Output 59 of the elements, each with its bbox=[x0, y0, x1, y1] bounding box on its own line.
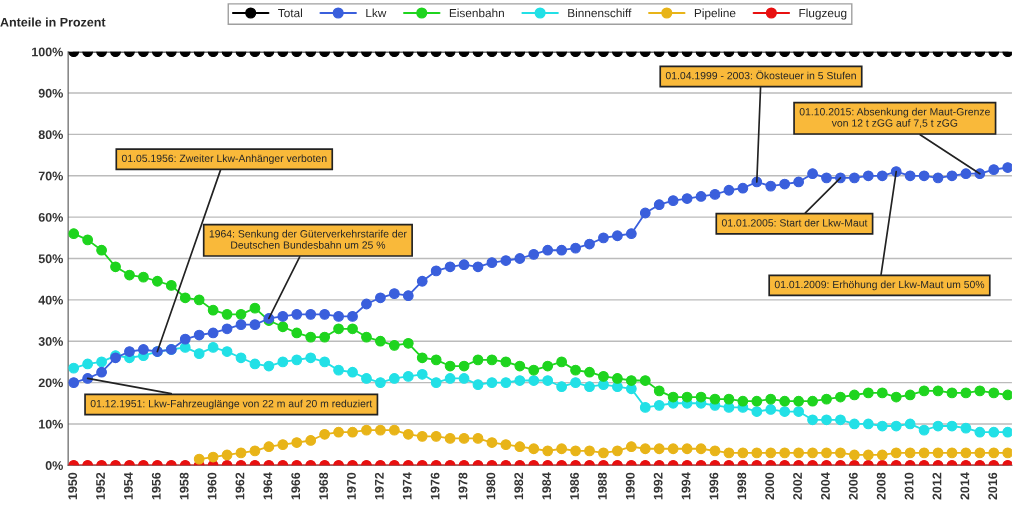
y-tick-label: 70% bbox=[38, 171, 63, 181]
x-tick-label: 2000 bbox=[765, 472, 775, 500]
x-tick-label: 1964 bbox=[263, 472, 273, 500]
x-tick-label: 1952 bbox=[96, 472, 105, 500]
x-tick-label: 2016 bbox=[988, 472, 998, 500]
x-tick-label: 1996 bbox=[709, 472, 719, 500]
legend-label: Total bbox=[278, 8, 302, 18]
legend-label: Pipeline bbox=[694, 8, 736, 20]
x-tick-label: 1998 bbox=[737, 472, 747, 500]
x-tick-label: 1986 bbox=[570, 472, 579, 500]
y-tick-label: 90% bbox=[38, 88, 63, 98]
x-tick-label: 1968 bbox=[319, 472, 328, 500]
x-tick-label: 2002 bbox=[793, 472, 802, 500]
x-tick-label: 1992 bbox=[653, 472, 663, 500]
x-tick-label: 1960 bbox=[207, 472, 217, 500]
y-tick-label: 0% bbox=[45, 461, 63, 470]
y-tick-label: 10% bbox=[39, 419, 63, 429]
x-tick-label: 1974 bbox=[402, 472, 412, 500]
legend-label: Eisenbahn bbox=[449, 8, 504, 18]
x-tick-label: 1990 bbox=[625, 472, 635, 500]
x-tick-label: 1950 bbox=[68, 472, 78, 500]
x-tick-label: 2010 bbox=[904, 472, 914, 500]
y-axis-title: Anteile in Prozent bbox=[0, 17, 106, 27]
x-tick-label: 1978 bbox=[458, 472, 468, 500]
x-tick-label: 1962 bbox=[235, 472, 245, 500]
x-tick-label: 1980 bbox=[486, 472, 496, 500]
x-tick-label: 1966 bbox=[291, 472, 301, 500]
y-tick-label: 40% bbox=[38, 295, 63, 305]
annotation: 01.01.2005: Start der Lkw-Maut bbox=[721, 218, 868, 227]
x-tick-label: 2014 bbox=[960, 472, 970, 500]
x-tick-label: 1988 bbox=[597, 472, 607, 500]
x-tick-label: 1958 bbox=[179, 472, 189, 500]
legend-label: Binnenschiff bbox=[568, 8, 632, 18]
x-tick-label: 1972 bbox=[374, 472, 384, 500]
x-tick-label: 1976 bbox=[430, 472, 440, 500]
annotation: 01.04.1999 - 2003: Ökosteuer in 5 Stufen bbox=[665, 70, 856, 80]
x-tick-label: 2012 bbox=[932, 472, 942, 500]
legend-label: Flugzeug bbox=[799, 8, 847, 20]
y-tick-label: 30% bbox=[38, 337, 63, 346]
x-tick-label: 2006 bbox=[848, 472, 858, 500]
x-tick-label: 1970 bbox=[347, 472, 356, 500]
annotation: 1964: Senkung der Güterverkehrstarife der Deutschen Bundesbahn um 25 % bbox=[209, 229, 407, 249]
y-tick-label: 20% bbox=[38, 378, 63, 388]
x-tick-label: 1982 bbox=[514, 472, 524, 500]
x-tick-label: 1954 bbox=[123, 472, 133, 500]
y-tick-label: 50% bbox=[38, 254, 63, 264]
legend-label: Lkw bbox=[366, 8, 387, 18]
annotation: 01.10.2015: Absenkung der Maut-Grenze von 12 t zGG auf 7,5 t zGG bbox=[799, 107, 990, 128]
y-tick-label: 80% bbox=[38, 130, 63, 140]
y-tick-label: 100% bbox=[32, 47, 63, 57]
annotation: 01.05.1956: Zweiter Lkw-Anhänger verboten bbox=[121, 154, 327, 165]
x-tick-label: 2004 bbox=[821, 472, 830, 500]
annotation: 01.12.1951: Lkw-Fahrzeuglänge von 22 m auf 20 m reduziert bbox=[90, 399, 373, 410]
y-tick-label: 60% bbox=[38, 212, 63, 222]
x-tick-label: 1956 bbox=[151, 472, 161, 500]
annotation: 01.01.2009: Erhöhung der Lkw-Maut um 50% bbox=[774, 280, 985, 291]
x-tick-label: 2008 bbox=[876, 472, 886, 500]
x-tick-label: 1994 bbox=[681, 472, 691, 500]
x-tick-label: 1984 bbox=[542, 472, 552, 500]
